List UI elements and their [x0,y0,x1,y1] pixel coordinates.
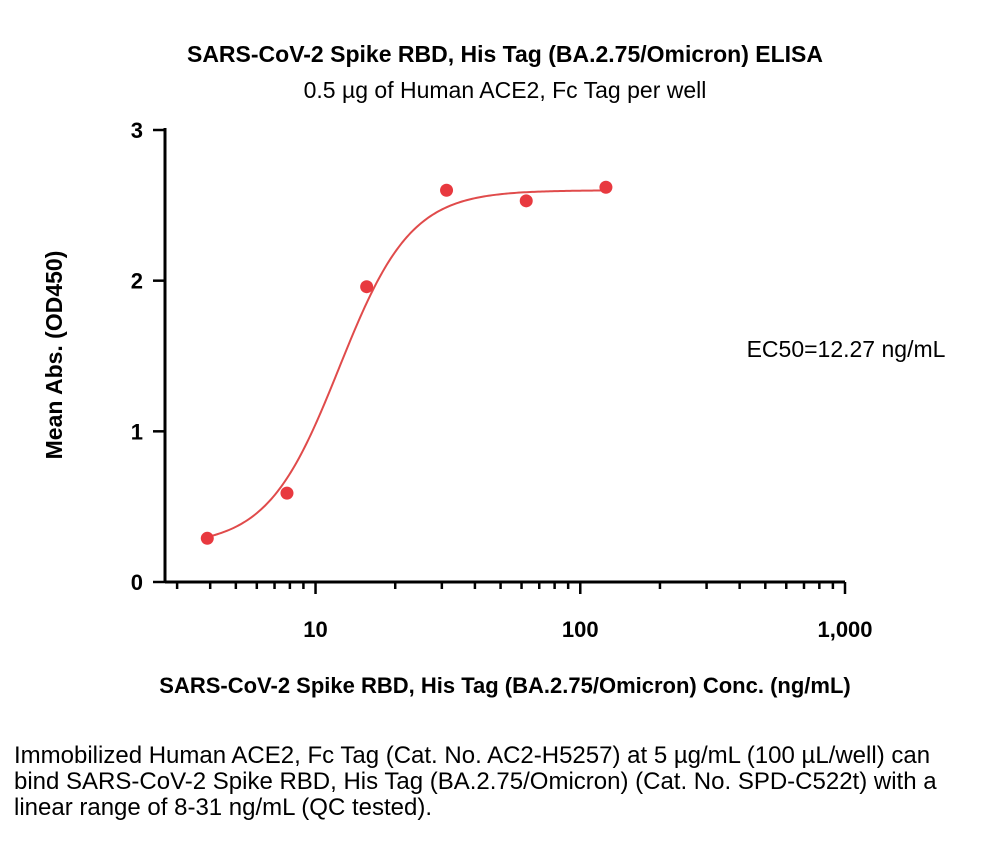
data-point [280,486,294,500]
y-tick-label: 2 [131,269,143,294]
x-tick-label: 100 [562,617,599,642]
x-tick-label: 10 [303,617,327,642]
ec50-annotation: EC50=12.27 ng/mL [747,336,946,362]
data-point [519,194,533,208]
y-tick-label: 0 [131,570,143,595]
data-point [440,183,454,197]
figure-caption: Immobilized Human ACE2, Fc Tag (Cat. No.… [14,742,937,821]
x-tick-label: 1,000 [817,617,872,642]
y-tick-label: 3 [131,118,143,143]
y-axis-label: Mean Abs. (OD450) [41,251,67,460]
data-point [360,280,374,294]
chart-title: SARS-CoV-2 Spike RBD, His Tag (BA.2.75/O… [187,41,823,67]
y-axis-ticks: 0 1 2 3 [131,118,165,595]
elisa-chart: SARS-CoV-2 Spike RBD, His Tag (BA.2.75/O… [41,41,946,698]
y-tick-label: 1 [131,419,143,444]
x-axis-label: SARS-CoV-2 Spike RBD, His Tag (BA.2.75/O… [159,673,850,698]
data-points [200,180,613,545]
axes [163,128,845,584]
data-point [200,531,214,545]
chart-subtitle: 0.5 µg of Human ACE2, Fc Tag per well [304,77,707,103]
data-point [599,180,613,194]
fit-curve [207,189,606,538]
x-axis-ticks: 10 100 1,000 [175,582,873,642]
